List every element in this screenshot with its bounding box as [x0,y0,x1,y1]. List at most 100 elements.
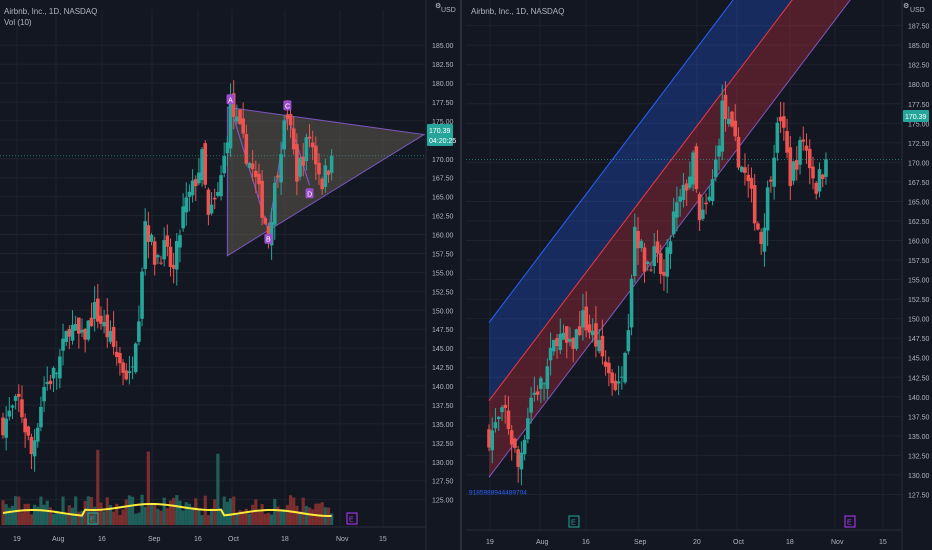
time-tick-label: Nov [336,536,349,543]
candle-body [817,169,822,192]
volume-bar [93,506,97,525]
price-tick-label: 130.00 [908,473,930,480]
volume-bar [235,512,239,525]
price-tick-label: 145.00 [908,356,930,363]
candle-body [697,194,702,221]
candle-body [225,142,230,154]
candle-body [610,372,614,384]
candle-body [548,347,553,361]
candle-body [487,429,491,448]
price-tick-label: 140.00 [432,384,454,391]
candle-body [503,404,507,408]
price-tick-label: 130.00 [432,460,454,467]
price-tick-label: 162.50 [432,214,454,221]
candle-body [13,396,18,401]
volume-bar [298,511,302,525]
volume-bar [61,496,65,525]
candle-body [545,366,550,389]
candle-body [752,185,757,224]
right-price-badge-text: 170.39 [905,114,927,121]
candle-body [39,406,43,428]
left-price-badge-text: 170.39 [429,128,451,135]
candle-body [20,399,24,418]
candle-body [171,264,176,269]
candle-body [804,145,809,151]
candle-body [86,320,91,340]
volume-bar [285,505,289,525]
volume-bar [257,511,261,525]
candle-body [127,371,132,374]
candle-body [317,162,321,175]
candle-body [269,221,274,246]
candle-body [137,321,141,342]
candle-body [613,380,618,390]
left-volume-label: Vol (10) [4,18,32,27]
candle-body [769,179,773,182]
price-tick-label: 137.50 [908,414,930,421]
price-tick-label: 142.50 [908,375,930,382]
candle-body [96,298,100,322]
volume-bar [200,515,204,525]
price-tick-label: 177.50 [908,102,930,109]
candle-body [67,329,72,337]
candle-body [772,157,776,187]
time-tick-label: 15 [379,536,387,543]
volume-bar [232,496,236,525]
candle-body [70,324,75,341]
left-chart-title: Airbnb, Inc., 1D, NASDAQ [4,7,98,16]
candle-body [295,144,299,182]
candle-body [785,131,789,153]
time-tick-label: Oct [228,536,239,543]
candle-body [552,339,556,352]
candle-body [301,156,305,166]
candle-body [778,116,783,122]
channel-value-label: 9185988944489704 [469,489,527,496]
candle-body [759,231,763,244]
price-tick-label: 155.00 [432,270,454,277]
candle-body [216,192,220,196]
volume-bar [55,510,59,525]
volume-bar [209,508,214,525]
candle-body [178,235,182,248]
earnings-marker [87,512,99,525]
candle-body [181,206,185,229]
volume-bar [307,507,312,525]
candle-body [655,241,660,254]
gear-icon[interactable]: ⚙ [903,3,910,10]
candle-body [314,145,318,165]
candle-body [73,324,78,331]
price-tick-label: 137.50 [432,403,454,410]
volume-bar [213,499,217,525]
time-tick-label: Sep [148,536,161,543]
volume-bar [118,514,122,525]
time-tick-label: Nov [831,539,844,546]
volume-bar [10,505,15,525]
time-tick-label: Sep [634,539,647,546]
price-tick-label: 132.50 [432,441,454,448]
price-tick-label: 135.00 [432,422,454,429]
time-tick-label: 18 [786,539,794,546]
volume-bar [89,497,94,525]
candle-body [130,366,135,368]
candle-body [590,330,595,336]
candle-body [29,436,34,454]
candle-body [620,376,624,378]
candle-body [811,166,815,179]
time-tick-label: 16 [194,536,202,543]
volume-bar [112,511,116,525]
volume-bar [273,498,277,525]
volume-bar [247,513,252,525]
candle-body [584,306,588,331]
candle-body [244,134,249,164]
channel-mid-line [488,0,793,401]
volume-bar [96,449,100,525]
candle-body [710,179,715,201]
candle-body [184,197,189,213]
candle-body [118,353,122,364]
volume-bar [149,502,154,525]
gear-icon[interactable]: ⚙ [435,3,442,10]
volume-bar [288,495,293,525]
candle-body [114,351,119,357]
candle-body [193,179,198,187]
